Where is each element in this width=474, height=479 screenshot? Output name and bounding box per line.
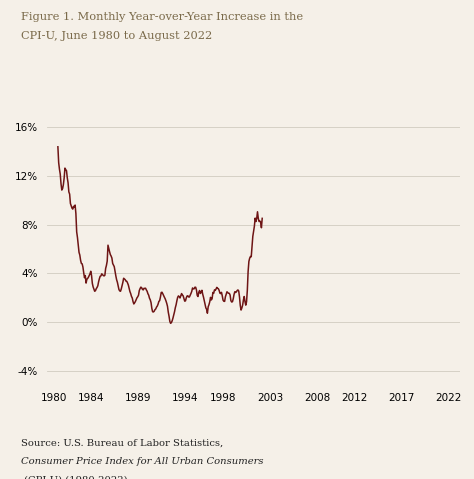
Text: Consumer Price Index for All Urban Consumers: Consumer Price Index for All Urban Consu… bbox=[21, 457, 264, 467]
Text: (CPI-U) (1980-2022).: (CPI-U) (1980-2022). bbox=[21, 476, 131, 479]
Text: Source: U.S. Bureau of Labor Statistics,: Source: U.S. Bureau of Labor Statistics, bbox=[21, 438, 227, 447]
Text: CPI-U, June 1980 to August 2022: CPI-U, June 1980 to August 2022 bbox=[21, 31, 212, 41]
Text: Figure 1. Monthly Year-over-Year Increase in the: Figure 1. Monthly Year-over-Year Increas… bbox=[21, 12, 303, 22]
